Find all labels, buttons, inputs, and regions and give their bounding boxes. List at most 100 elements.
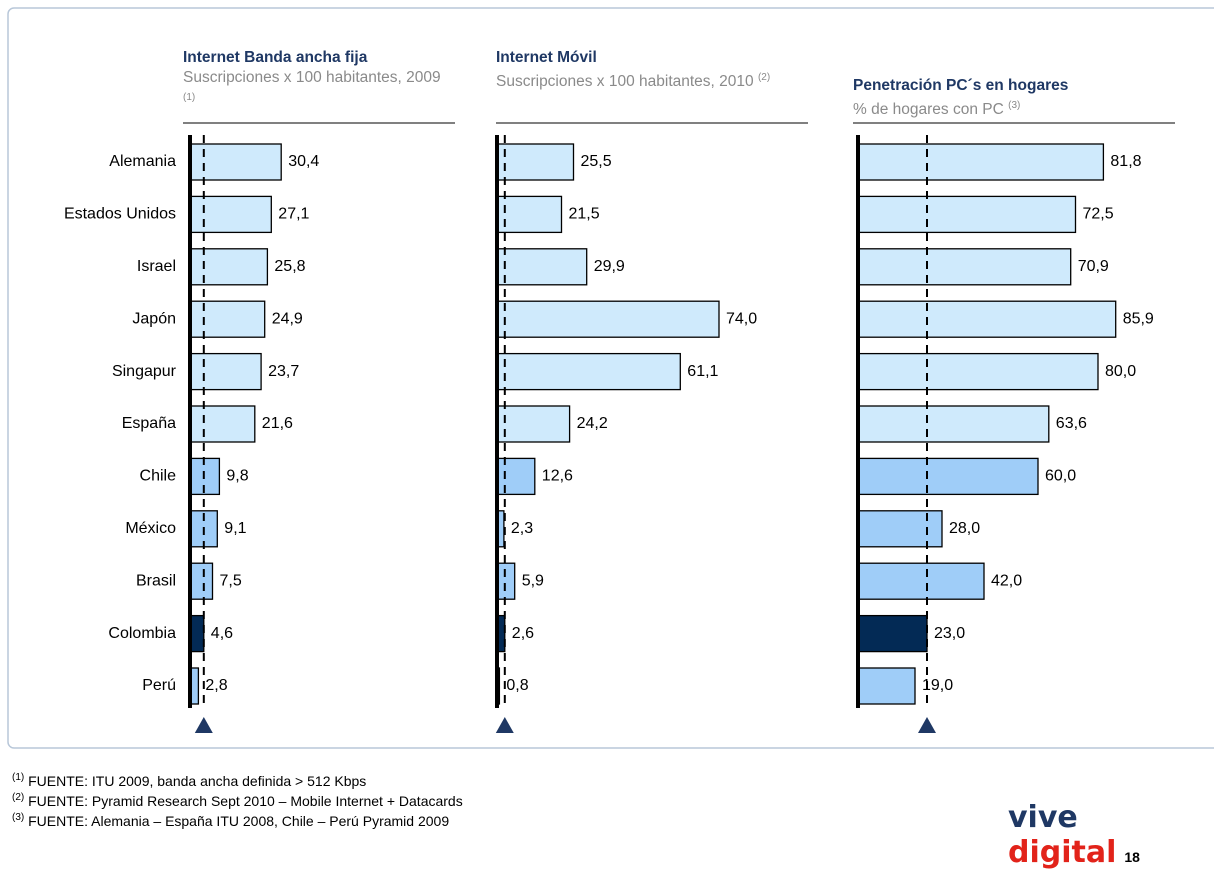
footnote-marker: (3) xyxy=(12,812,25,823)
bar xyxy=(189,195,272,234)
value-label: 12,6 xyxy=(542,468,573,485)
logo: vive digital 18 xyxy=(1008,800,1214,870)
bar xyxy=(189,405,256,443)
category-label: Estados Unidos xyxy=(64,206,176,223)
category-label: Japón xyxy=(132,310,176,327)
bar xyxy=(857,195,1077,234)
value-label: 7,5 xyxy=(220,572,242,589)
category-label: México xyxy=(125,520,176,537)
panel-header: Internet Banda ancha fija Suscripciones x… xyxy=(183,48,455,112)
value-label: 27,1 xyxy=(278,206,309,223)
bar xyxy=(496,195,563,234)
bar xyxy=(857,300,1117,338)
value-label: 30,4 xyxy=(288,153,319,170)
value-label: 24,9 xyxy=(272,310,303,327)
value-label: 25,5 xyxy=(581,153,612,170)
frame xyxy=(7,7,1214,749)
panel-subtitle: Suscripciones x 100 habitantes, 2010 (2) xyxy=(496,68,808,92)
bar xyxy=(189,248,269,286)
bar xyxy=(189,352,262,391)
panel-subtitle: Suscripciones x 100 habitantes, 2009 (1) xyxy=(183,68,455,112)
value-label: 4,6 xyxy=(211,625,233,642)
value-label: 28,0 xyxy=(949,520,980,537)
value-label: 23,7 xyxy=(268,363,299,380)
bar xyxy=(857,614,928,653)
footnote-marker: (2) xyxy=(757,72,771,83)
value-label: 81,8 xyxy=(1110,153,1141,170)
footnote-text: FUENTE: Pyramid Research Sept 2010 – Mob… xyxy=(28,793,463,809)
value-label: 9,8 xyxy=(226,468,248,485)
category-label: Colombia xyxy=(108,625,176,642)
footnote: (2) FUENTE: Pyramid Research Sept 2010 –… xyxy=(12,792,463,809)
footnote-marker: (3) xyxy=(1008,100,1021,111)
category-label: Israel xyxy=(137,258,176,275)
bar xyxy=(857,562,985,600)
category-label: Perú xyxy=(142,677,176,694)
value-label: 80,0 xyxy=(1105,363,1136,380)
bar xyxy=(496,405,571,443)
reference-marker xyxy=(194,717,213,733)
reference-marker xyxy=(495,717,514,733)
value-label: 9,1 xyxy=(224,520,246,537)
panel-header: Internet Móvil Suscripciones x 100 habita… xyxy=(496,48,808,92)
logo-word: digital xyxy=(1008,835,1117,870)
footnote-marker: (2) xyxy=(12,792,25,803)
value-label: 5,9 xyxy=(522,572,544,589)
value-label: 19,0 xyxy=(922,677,953,694)
value-label: 42,0 xyxy=(991,572,1022,589)
value-label: 23,0 xyxy=(934,625,965,642)
bar xyxy=(496,352,681,391)
subtitle-text: % de hogares con PC xyxy=(853,101,1004,118)
value-label: 2,3 xyxy=(511,520,533,537)
logo-word: vive xyxy=(1008,800,1078,835)
bar xyxy=(857,248,1072,286)
value-label: 74,0 xyxy=(726,310,757,327)
bar xyxy=(857,143,1105,181)
value-label: 0,8 xyxy=(506,677,528,694)
panel-subtitle: % de hogares con PC (3) xyxy=(853,96,1175,120)
bar xyxy=(189,614,205,653)
bar xyxy=(496,562,516,600)
category-label: España xyxy=(122,415,176,432)
bar xyxy=(496,143,575,181)
bar xyxy=(189,562,214,600)
panel-header: Penetración PC´s en hogares % de hogares … xyxy=(853,76,1175,120)
value-label: 63,6 xyxy=(1056,415,1087,432)
footnote-text: FUENTE: ITU 2009, banda ancha definida >… xyxy=(28,773,367,789)
bar xyxy=(496,248,588,286)
value-label: 21,5 xyxy=(569,206,600,223)
value-label: 24,2 xyxy=(577,415,608,432)
value-label: 29,9 xyxy=(594,258,625,275)
bar xyxy=(189,300,266,338)
value-label: 61,1 xyxy=(687,363,718,380)
footnote: (1) FUENTE: ITU 2009, banda ancha defini… xyxy=(12,772,366,789)
subtitle-text: Suscripciones x 100 habitantes, 2010 xyxy=(496,73,754,90)
bar xyxy=(496,457,536,496)
subtitle-text: Suscripciones x 100 habitantes, 2009 xyxy=(183,69,441,86)
category-label: Brasil xyxy=(136,572,176,589)
value-label: 60,0 xyxy=(1045,468,1076,485)
bar xyxy=(857,510,943,548)
footnote-text: FUENTE: Alemania – España ITU 2008, Chil… xyxy=(28,813,450,829)
bar xyxy=(857,352,1099,391)
chart: Alemania Estados Unidos Israel Japón Singapu… xyxy=(7,7,1214,749)
value-label: 85,9 xyxy=(1123,310,1154,327)
reference-marker xyxy=(918,717,936,733)
category-label: Singapur xyxy=(112,363,177,380)
bar xyxy=(857,667,916,705)
value-label: 21,6 xyxy=(262,415,293,432)
footnote-marker: (1) xyxy=(183,92,196,103)
value-label: 25,8 xyxy=(274,258,305,275)
panel-title: Internet Banda ancha fija xyxy=(183,49,368,66)
category-label: Chile xyxy=(140,468,177,485)
footnote: (3) FUENTE: Alemania – España ITU 2008, … xyxy=(12,812,449,829)
category-label: Alemania xyxy=(109,153,176,170)
bar xyxy=(857,457,1039,496)
panel-title: Penetración PC´s en hogares xyxy=(853,77,1069,94)
page-number: 18 xyxy=(1124,849,1140,865)
panel-title: Internet Móvil xyxy=(496,49,597,66)
bar xyxy=(496,300,720,338)
value-label: 2,8 xyxy=(205,677,227,694)
value-label: 2,6 xyxy=(512,625,534,642)
value-label: 72,5 xyxy=(1083,206,1114,223)
